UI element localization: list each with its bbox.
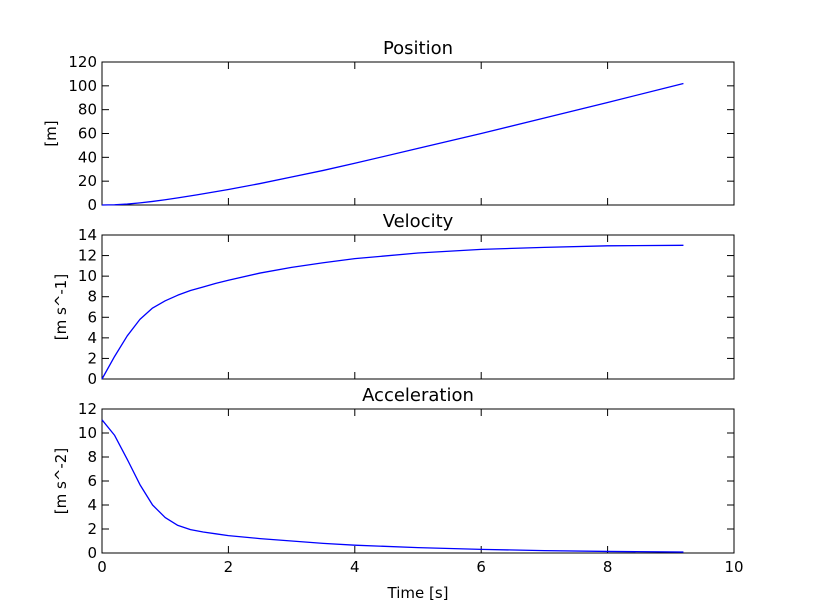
velocity-series-line — [101, 244, 684, 380]
velocity-ytick-label: 10 — [78, 267, 97, 285]
velocity-title: Velocity — [383, 211, 454, 232]
position-series-line — [101, 82, 684, 206]
acceleration-ytick-label: 6 — [87, 472, 97, 490]
acceleration-ytick-label: 4 — [87, 496, 97, 514]
velocity-ylabel: [m s^-1] — [52, 274, 70, 340]
position-ytick-label: 40 — [78, 148, 97, 166]
velocity-ytick-label: 6 — [87, 308, 97, 326]
acceleration-series-line — [101, 419, 684, 553]
velocity-ytick-label: 0 — [87, 370, 97, 388]
velocity-ytick-label: 4 — [87, 329, 97, 347]
position-plot-frame — [101, 61, 735, 206]
acceleration-xtick-label: 2 — [224, 558, 234, 576]
position-ytick-label: 100 — [68, 77, 97, 95]
acceleration-xtick-label: 4 — [350, 558, 360, 576]
velocity-plot-frame — [101, 234, 735, 380]
acceleration-ytick-label: 12 — [78, 400, 97, 418]
acceleration-xlabel: Time [s] — [387, 584, 449, 602]
acceleration-title: Acceleration — [362, 385, 474, 406]
position-ytick-label: 60 — [78, 125, 97, 143]
acceleration-xtick-label: 10 — [724, 558, 743, 576]
position-title: Position — [383, 38, 453, 59]
acceleration-ytick-label: 10 — [78, 424, 97, 442]
position-subplot: Position 0 20 40 60 80 100 120 [m] — [42, 38, 735, 214]
position-ytick-label: 20 — [78, 172, 97, 190]
velocity-ytick-label: 14 — [78, 226, 97, 244]
position-ytick-label: 80 — [78, 101, 97, 119]
velocity-ytick-label: 8 — [87, 288, 97, 306]
position-ytick-label: 0 — [87, 196, 97, 214]
acceleration-ytick-label: 8 — [87, 448, 97, 466]
acceleration-ytick-label: 2 — [87, 520, 97, 538]
acceleration-xtick-label: 8 — [603, 558, 613, 576]
position-ytick-label: 120 — [68, 53, 97, 71]
velocity-ytick-label: 2 — [87, 349, 97, 367]
velocity-subplot: Velocity 0 2 4 6 8 10 12 14 [m s^-1] — [52, 211, 735, 388]
velocity-ytick-label: 12 — [78, 247, 97, 265]
position-ylabel: [m] — [42, 120, 60, 146]
acceleration-xtick-label: 0 — [97, 558, 107, 576]
acceleration-subplot: Acceleration 0 2 4 6 8 10 12 0 2 4 6 8 10 [m s^-2] Time… — [52, 385, 744, 602]
acceleration-ylabel: [m s^-2] — [52, 448, 70, 514]
acceleration-xtick-label: 6 — [476, 558, 486, 576]
acceleration-ytick-label: 0 — [87, 544, 97, 562]
